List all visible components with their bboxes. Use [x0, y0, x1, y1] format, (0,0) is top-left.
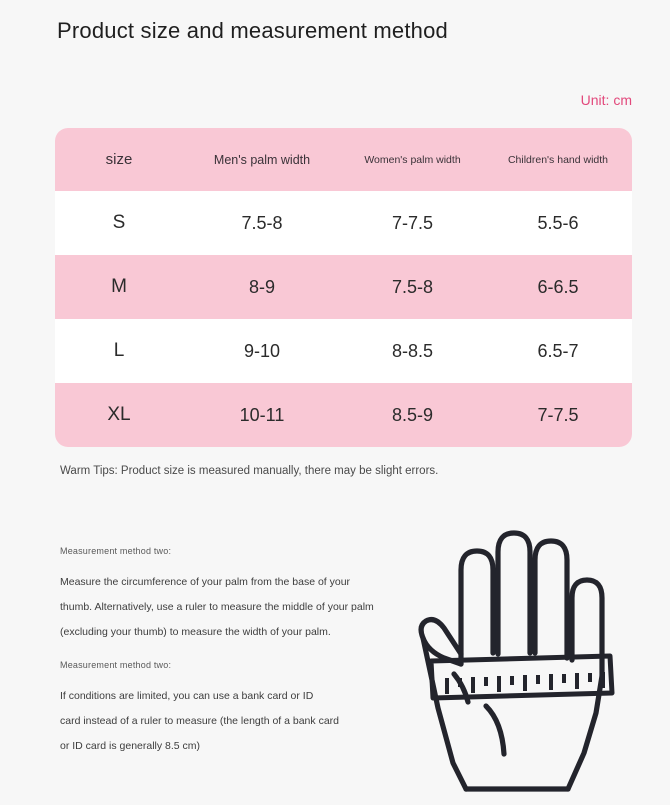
warm-tips-text: Warm Tips: Product size is measured manu…: [60, 465, 439, 477]
hand-with-ruler-illustration: [398, 508, 650, 800]
column-header-size: size: [105, 151, 133, 168]
hand-icon: [418, 530, 615, 792]
table-row: L 9-10 8-8.5 6.5-7: [55, 319, 632, 383]
method-line: If conditions are limited, you can use a…: [60, 690, 314, 702]
cell-size: S: [112, 212, 126, 233]
method-line: or ID card is generally 8.5 cm): [60, 740, 201, 752]
measurement-method-block-2: Measurement method two: If conditions ar…: [60, 660, 370, 759]
column-header-children: Children's hand width: [507, 153, 609, 166]
method-line: Measure the circumference of your palm f…: [60, 576, 351, 588]
cell-children: 6.5-7: [537, 340, 579, 361]
cell-men: 8-9: [248, 276, 275, 297]
ruler-icon: [428, 653, 615, 701]
table-header-row: size Men's palm width Women's palm width…: [55, 128, 632, 191]
cell-size: L: [113, 340, 125, 361]
method-line: (excluding your thumb) to measure the wi…: [60, 626, 331, 638]
size-table: size Men's palm width Women's palm width…: [55, 128, 632, 447]
method-line: card instead of a ruler to measure (the …: [60, 715, 339, 727]
measurement-method-block-1: Measurement method two: Measure the circ…: [60, 546, 374, 645]
ruler-ticks: [445, 672, 605, 694]
page-title: Product size and measurement method: [57, 18, 448, 43]
cell-women: 8.5-9: [391, 404, 434, 425]
cell-men: 10-11: [239, 404, 285, 425]
table-row: S 7.5-8 7-7.5 5.5-6: [55, 191, 632, 255]
unit-label: Unit: cm: [580, 92, 632, 108]
method-heading: Measurement method two:: [60, 546, 172, 556]
cell-men: 9-10: [243, 340, 281, 361]
cell-size: XL: [107, 404, 131, 425]
cell-women: 7.5-8: [391, 276, 434, 297]
cell-children: 6-6.5: [537, 276, 579, 297]
method-heading: Measurement method two:: [60, 660, 172, 670]
cell-size: M: [111, 276, 127, 297]
table-row: XL 10-11 8.5-9 7-7.5: [55, 383, 632, 447]
cell-women: 8-8.5: [391, 340, 434, 361]
cell-men: 7.5-8: [241, 212, 283, 233]
column-header-women: Women's palm width: [364, 153, 461, 166]
cell-women: 7-7.5: [391, 212, 434, 233]
cell-children: 7-7.5: [537, 404, 579, 425]
column-header-men: Men's palm width: [213, 152, 311, 167]
table-row: M 8-9 7.5-8 6-6.5: [55, 255, 632, 319]
cell-children: 5.5-6: [537, 212, 579, 233]
method-line: thumb. Alternatively, use a ruler to mea…: [60, 601, 374, 613]
